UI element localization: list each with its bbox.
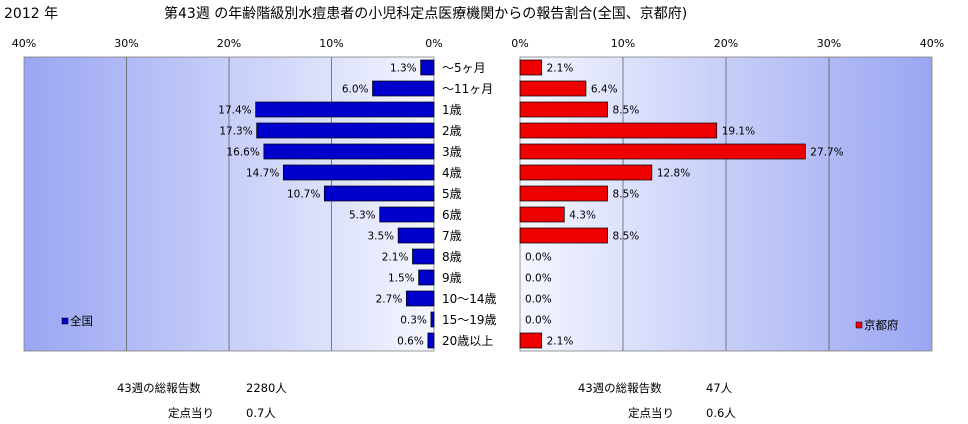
kyoto-data-label: 2.1% [547, 336, 574, 348]
kyoto-bar [519, 206, 565, 223]
national-tick-label: 30% [114, 37, 138, 50]
age-category-label: 4歳 [442, 166, 462, 180]
age-category-label: 5歳 [442, 187, 462, 201]
kyoto-data-label: 0.0% [525, 252, 552, 264]
national-per-site-label: 定点当り [168, 406, 214, 420]
national-tick-label: 40% [12, 37, 36, 50]
kyoto-bar [519, 80, 587, 97]
age-category-label: 8歳 [442, 250, 462, 264]
national-data-label: 5.3% [349, 210, 376, 222]
kyoto-data-label: 8.5% [613, 189, 640, 201]
kyoto-tick-label: 10% [611, 37, 635, 50]
kyoto-legend-label: 京都府 [864, 318, 899, 332]
age-category-label: 2歳 [442, 124, 462, 138]
national-data-label: 1.5% [388, 273, 415, 285]
national-total-label: 43週の総報告数 [117, 381, 201, 395]
national-data-label: 3.5% [367, 231, 394, 243]
kyoto-tick-label: 0% [511, 37, 528, 50]
national-total-value: 2280人 [246, 381, 287, 395]
age-category-label: ～5ヶ月 [442, 61, 486, 75]
chart-title: 第43週 の年齢階級別水痘患者の小児科定点医療機関からの報告割合(全国、京都府) [164, 6, 688, 22]
kyoto-bar [519, 122, 718, 139]
national-bar [412, 248, 435, 265]
national-data-label: 0.6% [397, 336, 424, 348]
age-category-label: 9歳 [442, 271, 462, 285]
kyoto-legend-swatch [855, 321, 863, 329]
kyoto-data-label: 12.8% [657, 168, 690, 180]
national-data-label: 16.6% [226, 147, 259, 159]
national-bar [255, 101, 435, 118]
national-data-label: 17.4% [218, 105, 251, 117]
kyoto-data-label: 8.5% [613, 231, 640, 243]
age-category-label: 1歳 [442, 103, 462, 117]
kyoto-data-label: 4.3% [569, 210, 596, 222]
kyoto-bar [519, 59, 542, 76]
national-bar [430, 311, 435, 328]
kyoto-bar [519, 332, 542, 349]
national-data-label: 10.7% [287, 189, 320, 201]
kyoto-bar [519, 227, 608, 244]
kyoto-tick-label: 30% [817, 37, 841, 50]
age-category-label: 10～14歳 [442, 292, 497, 306]
kyoto-data-label: 19.1% [722, 126, 755, 138]
kyoto-data-label: 2.1% [547, 63, 574, 75]
age-category-label: 15～19歳 [442, 313, 497, 327]
national-data-label: 6.0% [342, 84, 369, 96]
national-per-site-value: 0.7人 [246, 406, 276, 420]
kyoto-data-label: 8.5% [613, 105, 640, 117]
kyoto-bar [519, 164, 653, 181]
kyoto-data-label: 0.0% [525, 315, 552, 327]
kyoto-bar [519, 185, 608, 202]
kyoto-data-label: 27.7% [810, 147, 843, 159]
national-bar [379, 206, 435, 223]
national-data-label: 2.7% [376, 294, 403, 306]
national-bar [427, 332, 435, 349]
age-category-label: 3歳 [442, 145, 462, 159]
national-legend-swatch [61, 317, 69, 325]
national-data-label: 17.3% [219, 126, 252, 138]
kyoto-bar [519, 143, 806, 160]
kyoto-per-site-label: 定点当り [628, 406, 674, 420]
national-bar [397, 227, 435, 244]
kyoto-bar [519, 101, 608, 118]
national-bar [420, 59, 435, 76]
national-bar [282, 164, 435, 181]
kyoto-total-value: 47人 [706, 381, 733, 395]
national-bar [256, 122, 435, 139]
national-legend-label: 全国 [70, 314, 93, 328]
age-category-label: 7歳 [442, 229, 462, 243]
national-data-label: 14.7% [246, 168, 279, 180]
kyoto-data-label: 0.0% [525, 273, 552, 285]
age-category-label: ～11ヶ月 [442, 82, 493, 96]
national-tick-label: 10% [319, 37, 343, 50]
age-category-label: 20歳以上 [442, 334, 493, 348]
national-data-label: 1.3% [390, 63, 417, 75]
age-category-label: 6歳 [442, 208, 462, 222]
kyoto-tick-label: 40% [920, 37, 944, 50]
national-bar [418, 269, 435, 286]
kyoto-data-label: 6.4% [591, 84, 618, 96]
national-tick-label: 0% [425, 37, 442, 50]
year-label: 2012 年 [4, 6, 59, 22]
kyoto-total-label: 43週の総報告数 [578, 381, 662, 395]
national-bar [323, 185, 435, 202]
kyoto-per-site-value: 0.6人 [706, 406, 736, 420]
national-bar [405, 290, 435, 307]
national-bar [263, 143, 435, 160]
national-data-label: 2.1% [382, 252, 409, 264]
kyoto-data-label: 0.0% [525, 294, 552, 306]
national-tick-label: 20% [217, 37, 241, 50]
national-bar [372, 80, 435, 97]
kyoto-tick-label: 20% [714, 37, 738, 50]
national-data-label: 0.3% [400, 315, 427, 327]
